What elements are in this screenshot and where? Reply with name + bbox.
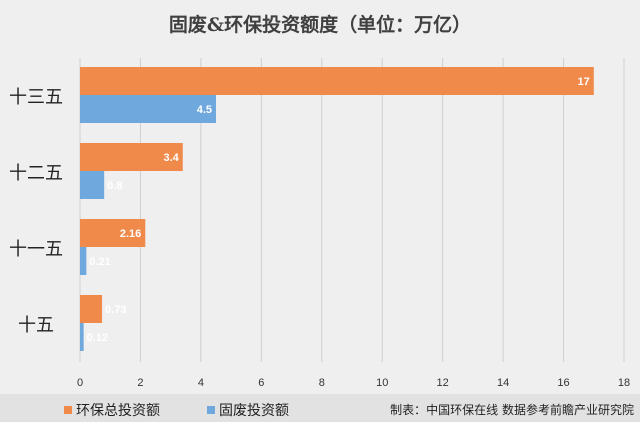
x-tick-label: 6 xyxy=(258,377,264,389)
bar-solid-waste-3 xyxy=(80,323,84,351)
bar-total-2 xyxy=(80,219,146,247)
x-tick-label: 18 xyxy=(618,377,630,389)
category-label: 十一五 xyxy=(9,239,63,260)
labels: 0 2 4 6 8 10 12 14 16 18 十三五 17 4.5 十二五 3.4 0.8 十一五 2.16 0… xyxy=(9,76,630,389)
x-tick-label: 14 xyxy=(497,377,509,389)
legend-bar: 环保总投资额 固废投资额 制表：中国环保在线 数据参考前瞻产业研究院 xyxy=(0,394,640,422)
chart-title: 固废&环保投资额度（单位：万亿） xyxy=(168,14,472,36)
legend-swatch-total xyxy=(64,406,72,414)
x-tick-label: 4 xyxy=(198,377,204,389)
data-label: 0.73 xyxy=(105,304,126,316)
data-label: 0.21 xyxy=(89,256,110,268)
gridlines xyxy=(79,58,625,362)
category-label: 十三五 xyxy=(9,87,63,108)
legend-item-total: 环保总投资额 xyxy=(64,400,160,420)
legend-swatch-solid-waste xyxy=(207,406,215,414)
x-tick-label: 0 xyxy=(77,377,83,389)
x-tick-label: 12 xyxy=(437,377,449,389)
bar-solid-waste-2 xyxy=(80,247,87,275)
data-label: 17 xyxy=(578,76,590,88)
bar-total-0 xyxy=(80,67,594,95)
bar-chart: 0 2 4 6 8 10 12 14 16 18 十三五 17 4.5 十二五 3.4 0.8 十一五 2.16 0… xyxy=(9,58,630,389)
bar-solid-waste-0 xyxy=(80,95,216,123)
data-label: 4.5 xyxy=(197,104,212,116)
category-label: 十二五 xyxy=(9,163,63,184)
x-tick-label: 2 xyxy=(137,377,143,389)
data-label: 3.4 xyxy=(163,152,179,164)
source-note: 制表：中国环保在线 数据参考前瞻产业研究院 xyxy=(390,403,634,417)
data-label: 0.8 xyxy=(107,180,122,192)
legend-item-solid-waste: 固废投资额 xyxy=(207,400,289,420)
category-label: 十五 xyxy=(18,315,54,336)
legend-label-solid-waste: 固废投资额 xyxy=(219,403,289,419)
bar-solid-waste-1 xyxy=(80,171,105,199)
legend-label-total: 环保总投资额 xyxy=(76,403,160,419)
bar-total-3 xyxy=(80,295,103,323)
data-label: 0.12 xyxy=(87,332,108,344)
bars xyxy=(80,67,594,351)
data-label: 2.16 xyxy=(120,228,141,240)
x-tick-label: 10 xyxy=(376,377,388,389)
bar-total-1 xyxy=(80,143,183,171)
x-tick-label: 8 xyxy=(319,377,325,389)
x-tick-label: 16 xyxy=(557,377,569,389)
